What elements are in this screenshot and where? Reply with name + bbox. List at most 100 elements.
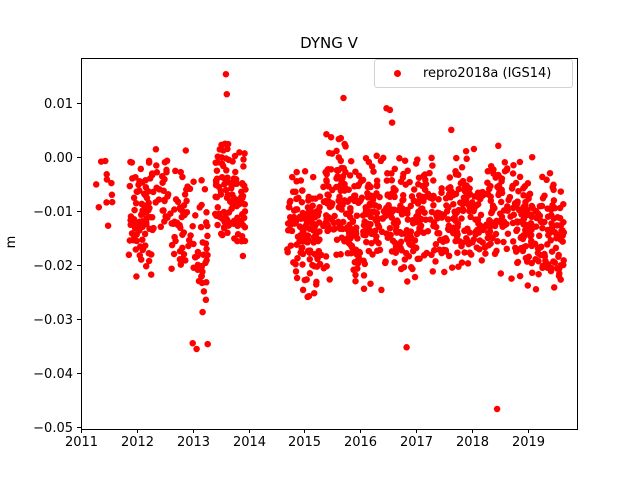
data-point <box>334 173 341 180</box>
y-tick-label: −0.03 <box>33 313 73 328</box>
data-point <box>322 253 330 260</box>
data-point <box>535 232 543 240</box>
data-point <box>232 168 239 176</box>
legend-label: repro2018a (IGS14) <box>423 66 552 81</box>
data-point <box>181 191 189 198</box>
data-point <box>413 244 420 252</box>
data-point <box>363 238 370 246</box>
data-point <box>399 197 406 204</box>
data-point <box>435 230 443 237</box>
data-point <box>498 189 506 197</box>
data-point <box>495 182 503 190</box>
data-point <box>454 249 461 256</box>
data-point <box>176 204 184 211</box>
data-point <box>398 208 405 216</box>
data-point <box>513 218 521 225</box>
data-point <box>479 239 486 246</box>
data-point <box>399 174 407 181</box>
data-point <box>484 168 492 175</box>
data-point <box>222 70 230 78</box>
data-point <box>464 225 471 232</box>
data-point <box>303 276 310 283</box>
data-point <box>182 147 190 154</box>
data-point <box>490 170 497 177</box>
data-point <box>556 270 563 277</box>
data-point <box>474 216 482 223</box>
data-point <box>200 288 208 295</box>
data-point <box>510 161 517 169</box>
data-point <box>161 158 169 166</box>
data-point <box>415 192 423 199</box>
data-point <box>145 257 153 265</box>
x-tick-label: 2014 <box>233 435 266 450</box>
data-point <box>388 170 395 177</box>
data-point <box>362 207 370 214</box>
data-point <box>350 266 357 274</box>
data-point <box>316 193 324 200</box>
data-point <box>374 221 382 229</box>
data-point <box>203 245 210 253</box>
data-point <box>444 225 452 233</box>
data-point <box>448 264 456 271</box>
data-point <box>453 154 460 162</box>
data-point <box>487 182 494 190</box>
y-tick-label: 0.00 <box>44 151 73 166</box>
data-point <box>370 168 377 175</box>
data-point <box>404 167 411 175</box>
data-point <box>388 176 396 184</box>
data-point <box>296 223 304 230</box>
data-point <box>172 167 179 175</box>
data-point <box>392 186 399 194</box>
data-point <box>337 219 345 227</box>
data-point <box>514 259 521 267</box>
data-point <box>509 170 517 177</box>
data-point <box>140 190 148 198</box>
data-point <box>352 277 359 285</box>
data-point <box>225 209 233 216</box>
data-point <box>238 237 245 245</box>
data-point <box>294 233 302 240</box>
data-point <box>428 208 436 216</box>
x-tick-label: 2018 <box>456 435 489 450</box>
data-point <box>383 211 391 218</box>
data-point <box>548 248 556 255</box>
data-point <box>501 159 509 166</box>
data-point <box>508 275 515 282</box>
data-point <box>198 177 205 184</box>
data-point <box>137 256 145 263</box>
data-point <box>163 166 170 174</box>
data-point <box>371 227 379 235</box>
data-point <box>213 193 221 201</box>
data-point <box>477 211 485 219</box>
data-point <box>438 214 446 221</box>
data-point <box>458 259 466 266</box>
data-point <box>435 196 442 203</box>
data-point <box>380 154 387 162</box>
data-point <box>309 261 316 269</box>
data-point <box>292 188 299 196</box>
data-point <box>214 159 221 166</box>
data-point <box>323 130 330 138</box>
data-point <box>306 270 314 277</box>
data-point <box>180 229 188 236</box>
data-point <box>535 270 542 278</box>
data-point <box>464 260 472 267</box>
y-tick-label: −0.05 <box>33 421 73 436</box>
plot-border <box>81 58 578 430</box>
data-point <box>365 158 373 166</box>
data-point <box>360 272 368 279</box>
data-point <box>522 198 529 206</box>
data-point <box>141 230 149 238</box>
data-point <box>147 271 155 278</box>
data-point <box>402 181 409 188</box>
data-point <box>373 209 381 217</box>
data-point <box>393 223 400 231</box>
data-point <box>337 251 344 258</box>
data-point <box>174 221 182 229</box>
data-point <box>108 179 115 187</box>
data-point <box>129 175 136 182</box>
data-point <box>227 185 235 192</box>
data-point <box>455 185 463 193</box>
data-point <box>323 262 330 270</box>
